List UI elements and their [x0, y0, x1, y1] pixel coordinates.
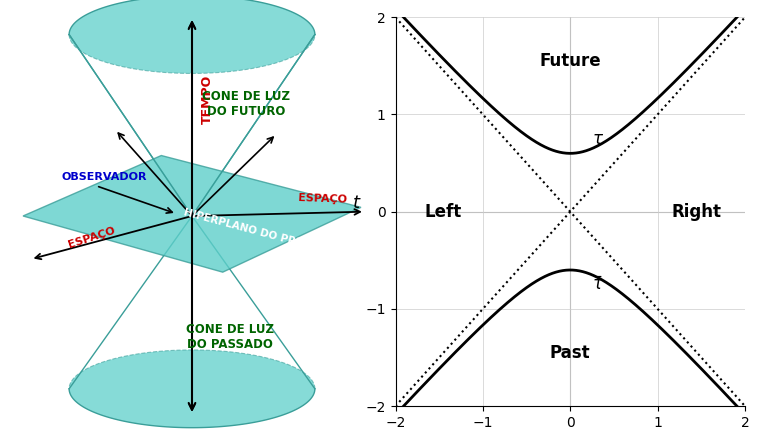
Text: ESPAÇO: ESPAÇO	[298, 193, 347, 205]
Text: CONE DE LUZ
DO FUTURO: CONE DE LUZ DO FUTURO	[202, 90, 290, 118]
Polygon shape	[23, 156, 361, 272]
Text: Right: Right	[672, 203, 722, 221]
Text: Past: Past	[550, 343, 591, 362]
Text: Left: Left	[425, 203, 462, 221]
Text: ESPAÇO: ESPAÇO	[68, 226, 117, 250]
Text: HIPERPLANO DO PRESENTE: HIPERPLANO DO PRESENTE	[183, 208, 339, 259]
X-axis label: $z$: $z$	[564, 431, 576, 432]
Y-axis label: $t$: $t$	[353, 194, 362, 212]
Polygon shape	[69, 0, 315, 216]
Text: $\bar{\tau}$: $\bar{\tau}$	[592, 276, 604, 294]
Polygon shape	[69, 216, 315, 428]
Text: CONE DE LUZ
DO PASSADO: CONE DE LUZ DO PASSADO	[187, 323, 274, 351]
Text: Future: Future	[539, 52, 601, 70]
Text: OBSERVADOR: OBSERVADOR	[61, 172, 147, 182]
Text: TEMPO: TEMPO	[201, 75, 214, 124]
Text: $\tau$: $\tau$	[592, 130, 604, 148]
